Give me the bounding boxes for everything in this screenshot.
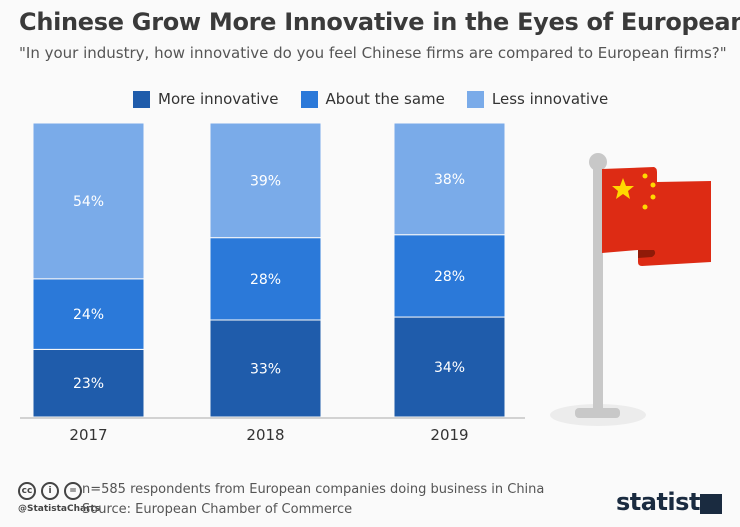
nd-icon: = — [64, 482, 82, 500]
x-tick-label: 2017 — [69, 426, 107, 444]
legend-item-more: More innovative — [133, 90, 279, 108]
bar-segment — [209, 237, 322, 321]
bar-segment — [32, 122, 145, 280]
sample-note: n=585 respondents from European companie… — [82, 482, 545, 497]
statista-logo-mark — [700, 494, 722, 514]
data-label: 23% — [73, 376, 104, 392]
legend-swatch — [466, 90, 484, 108]
bar-segment — [209, 319, 322, 418]
legend-label: More innovative — [158, 90, 279, 108]
data-label: 39% — [250, 173, 281, 189]
bar-segment — [393, 316, 506, 418]
data-label: 54% — [73, 194, 104, 210]
source-note: Source: European Chamber of Commerce — [82, 502, 353, 517]
legend-item-less: Less innovative — [466, 90, 609, 108]
data-label: 38% — [434, 172, 465, 188]
legend-label: About the same — [325, 90, 445, 108]
bar-segment — [393, 234, 506, 318]
bar-segment — [32, 348, 145, 418]
data-label: 24% — [73, 307, 104, 323]
data-label: 33% — [250, 361, 281, 377]
cc-icon: cc — [18, 482, 36, 500]
legend-item-same: About the same — [300, 90, 445, 108]
china-flag-icon — [550, 153, 711, 426]
by-icon: i — [41, 482, 59, 500]
legend-swatch — [300, 90, 318, 108]
x-tick-label: 2019 — [430, 426, 468, 444]
legend-label: Less innovative — [491, 90, 609, 108]
legend-swatch — [133, 90, 150, 108]
bar-segment — [393, 122, 506, 236]
bar-segment — [209, 122, 322, 239]
twitter-handle: @StatistaCharts — [18, 504, 101, 514]
x-tick-label: 2018 — [246, 426, 284, 444]
legend: More innovative About the same Less inno… — [133, 90, 608, 108]
data-label: 28% — [434, 269, 465, 285]
chart-title: Chinese Grow More Innovative in the Eyes… — [19, 8, 740, 36]
data-label: 34% — [434, 360, 465, 376]
chart-subtitle: "In your industry, how innovative do you… — [19, 44, 727, 62]
data-label: 28% — [250, 272, 281, 288]
statista-logo[interactable]: statista — [616, 488, 716, 516]
